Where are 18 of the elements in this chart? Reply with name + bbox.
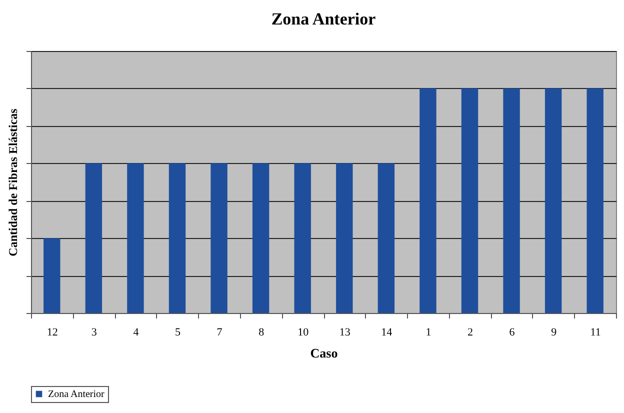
x-tick-label: 9 — [551, 326, 558, 338]
legend-label: Zona Anterior — [48, 389, 106, 400]
x-axis-title: Caso — [310, 346, 338, 360]
x-tick-label: 7 — [216, 326, 223, 338]
x-tick-label: 11 — [590, 326, 601, 338]
x-tick-label: 14 — [381, 326, 393, 338]
x-tick-label: 8 — [258, 326, 265, 338]
x-tick-label: 4 — [133, 326, 140, 338]
chart-title: Zona Anterior — [271, 10, 376, 28]
y-axis-title: Cantidad de Fibras Elásticas — [6, 108, 20, 256]
x-tick-label: 2 — [468, 326, 473, 338]
x-tick-label: 3 — [91, 326, 98, 338]
x-tick-label: 6 — [509, 326, 516, 338]
x-tick-label: 13 — [339, 326, 351, 338]
x-tick-label: 1 — [426, 326, 432, 338]
x-tick-label: 10 — [298, 326, 310, 338]
x-tick-label: 5 — [175, 326, 181, 338]
x-tick-label: 12 — [46, 326, 58, 338]
